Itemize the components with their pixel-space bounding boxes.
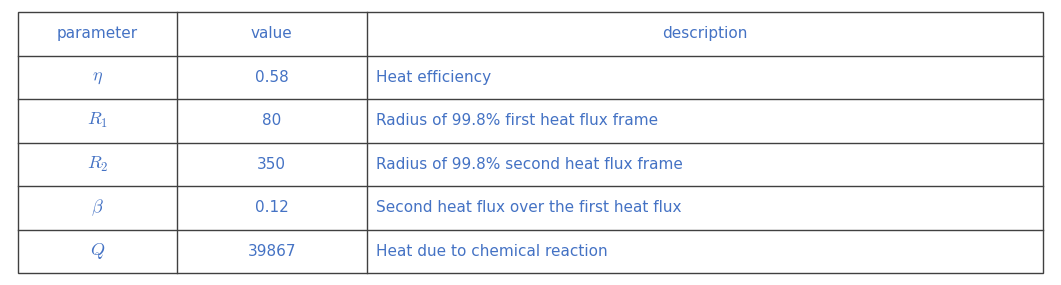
Text: parameter: parameter [57, 26, 138, 41]
Text: $Q$: $Q$ [90, 241, 105, 261]
Text: Heat due to chemical reaction: Heat due to chemical reaction [377, 244, 608, 259]
Text: Radius of 99.8% first heat flux frame: Radius of 99.8% first heat flux frame [377, 113, 659, 128]
Text: 80: 80 [262, 113, 281, 128]
Text: $\eta$: $\eta$ [92, 68, 103, 86]
Text: 0.58: 0.58 [255, 70, 289, 85]
Text: 0.12: 0.12 [255, 200, 289, 215]
Text: 350: 350 [257, 157, 286, 172]
Text: Heat efficiency: Heat efficiency [377, 70, 491, 85]
Text: value: value [250, 26, 293, 41]
Text: Radius of 99.8% second heat flux frame: Radius of 99.8% second heat flux frame [377, 157, 683, 172]
Text: $R_1$: $R_1$ [87, 111, 108, 130]
Text: description: description [662, 26, 747, 41]
Text: $R_2$: $R_2$ [87, 155, 108, 174]
Text: $\beta$: $\beta$ [91, 198, 104, 218]
Text: Second heat flux over the first heat flux: Second heat flux over the first heat flu… [377, 200, 682, 215]
Text: 39867: 39867 [247, 244, 296, 259]
